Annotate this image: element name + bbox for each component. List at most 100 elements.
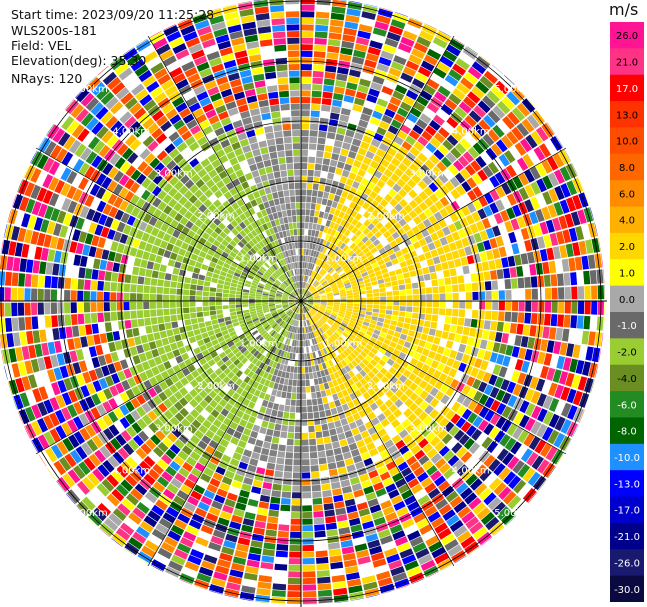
- velocity-gate: [543, 234, 552, 248]
- velocity-gate: [388, 466, 400, 477]
- velocity-gate: [542, 411, 554, 426]
- velocity-gate: [310, 270, 314, 277]
- velocity-gate: [343, 135, 353, 144]
- velocity-gate: [163, 250, 172, 259]
- velocity-gate: [287, 338, 291, 345]
- velocity-gate: [517, 372, 527, 385]
- velocity-gate: [399, 393, 409, 403]
- velocity-gate: [286, 352, 290, 359]
- velocity-gate: [240, 455, 250, 464]
- velocity-gate: [285, 372, 290, 379]
- velocity-gate: [365, 355, 373, 362]
- velocity-gate: [301, 4, 315, 11]
- velocity-gate: [205, 445, 216, 455]
- velocity-gate: [356, 319, 364, 325]
- velocity-gate: [327, 235, 334, 242]
- velocity-gate: [313, 296, 320, 299]
- velocity-gate: [373, 481, 384, 491]
- velocity-gate: [255, 301, 262, 304]
- velocity-gate: [548, 327, 557, 340]
- velocity-gate: [169, 301, 176, 308]
- velocity-gate: [304, 366, 309, 373]
- velocity-gate: [267, 280, 274, 285]
- velocity-gate: [202, 291, 209, 297]
- velocity-gate: [140, 334, 148, 344]
- velocity-gate: [276, 326, 282, 333]
- velocity-gate: [408, 54, 423, 65]
- velocity-gate: [91, 81, 106, 96]
- velocity-gate: [367, 214, 376, 223]
- velocity-gate: [201, 332, 209, 339]
- velocity-gate: [342, 424, 351, 432]
- velocity-gate: [207, 359, 216, 367]
- velocity-gate: [174, 334, 182, 342]
- velocity-gate: [271, 490, 281, 498]
- velocity-gate: [372, 110, 383, 120]
- velocity-gate: [264, 311, 271, 315]
- velocity-gate: [371, 218, 380, 226]
- velocity-gate: [301, 64, 312, 71]
- velocity-gate: [105, 96, 119, 110]
- velocity-gate: [73, 203, 84, 216]
- velocity-gate: [152, 186, 162, 197]
- velocity-gate: [43, 415, 54, 430]
- velocity-gate: [354, 237, 361, 245]
- velocity-gate: [157, 201, 167, 212]
- velocity-gate: [362, 135, 373, 144]
- velocity-gate: [373, 292, 380, 297]
- velocity-gate: [335, 167, 343, 176]
- velocity-gate: [58, 457, 72, 472]
- velocity-gate: [461, 237, 470, 247]
- velocity-gate: [362, 107, 373, 116]
- velocity-gate: [111, 272, 119, 282]
- velocity-gate: [456, 197, 466, 208]
- velocity-gate: [322, 262, 328, 269]
- velocity-gate: [277, 370, 283, 377]
- velocity-gate: [337, 328, 344, 334]
- velocity-gate: [332, 307, 340, 311]
- velocity-gate: [223, 333, 231, 340]
- velocity-gate: [78, 162, 90, 176]
- velocity-gate: [413, 101, 426, 113]
- velocity-gate: [469, 128, 481, 141]
- velocity-gate: [362, 65, 375, 75]
- velocity-gate: [269, 320, 276, 326]
- velocity-gate: [203, 286, 210, 292]
- velocity-gate: [371, 333, 379, 340]
- velocity-gate: [506, 207, 516, 220]
- velocity-gate: [501, 96, 516, 110]
- velocity-gate: [183, 501, 197, 513]
- velocity-gate: [507, 255, 516, 267]
- velocity-gate: [323, 313, 330, 317]
- velocity-gate: [264, 393, 271, 401]
- velocity-gate: [428, 182, 439, 193]
- velocity-gate: [492, 301, 499, 311]
- velocity-gate: [353, 306, 360, 310]
- velocity-gate: [489, 413, 501, 426]
- velocity-gate: [290, 399, 296, 406]
- velocity-gate: [500, 196, 511, 209]
- velocity-gate: [368, 144, 378, 154]
- velocity-gate: [112, 183, 124, 196]
- velocity-gate: [386, 553, 401, 564]
- velocity-gate: [424, 251, 432, 260]
- velocity-gate: [309, 445, 317, 452]
- velocity-gate: [320, 261, 326, 268]
- velocity-gate: [292, 379, 297, 387]
- velocity-gate: [384, 547, 398, 558]
- velocity-gate: [319, 291, 326, 295]
- velocity-gate: [260, 330, 267, 336]
- velocity-gate: [406, 301, 413, 307]
- velocity-gate: [166, 329, 174, 337]
- velocity-gate: [406, 244, 415, 252]
- velocity-gate: [122, 224, 132, 235]
- velocity-gate: [363, 436, 373, 445]
- velocity-gate: [394, 379, 404, 389]
- velocity-gate: [543, 274, 551, 287]
- velocity-gate: [193, 347, 201, 355]
- velocity-gate: [31, 201, 42, 216]
- velocity-gate: [298, 320, 300, 327]
- velocity-gate: [347, 303, 354, 307]
- velocity-gate: [290, 525, 301, 532]
- velocity-gate: [108, 341, 117, 353]
